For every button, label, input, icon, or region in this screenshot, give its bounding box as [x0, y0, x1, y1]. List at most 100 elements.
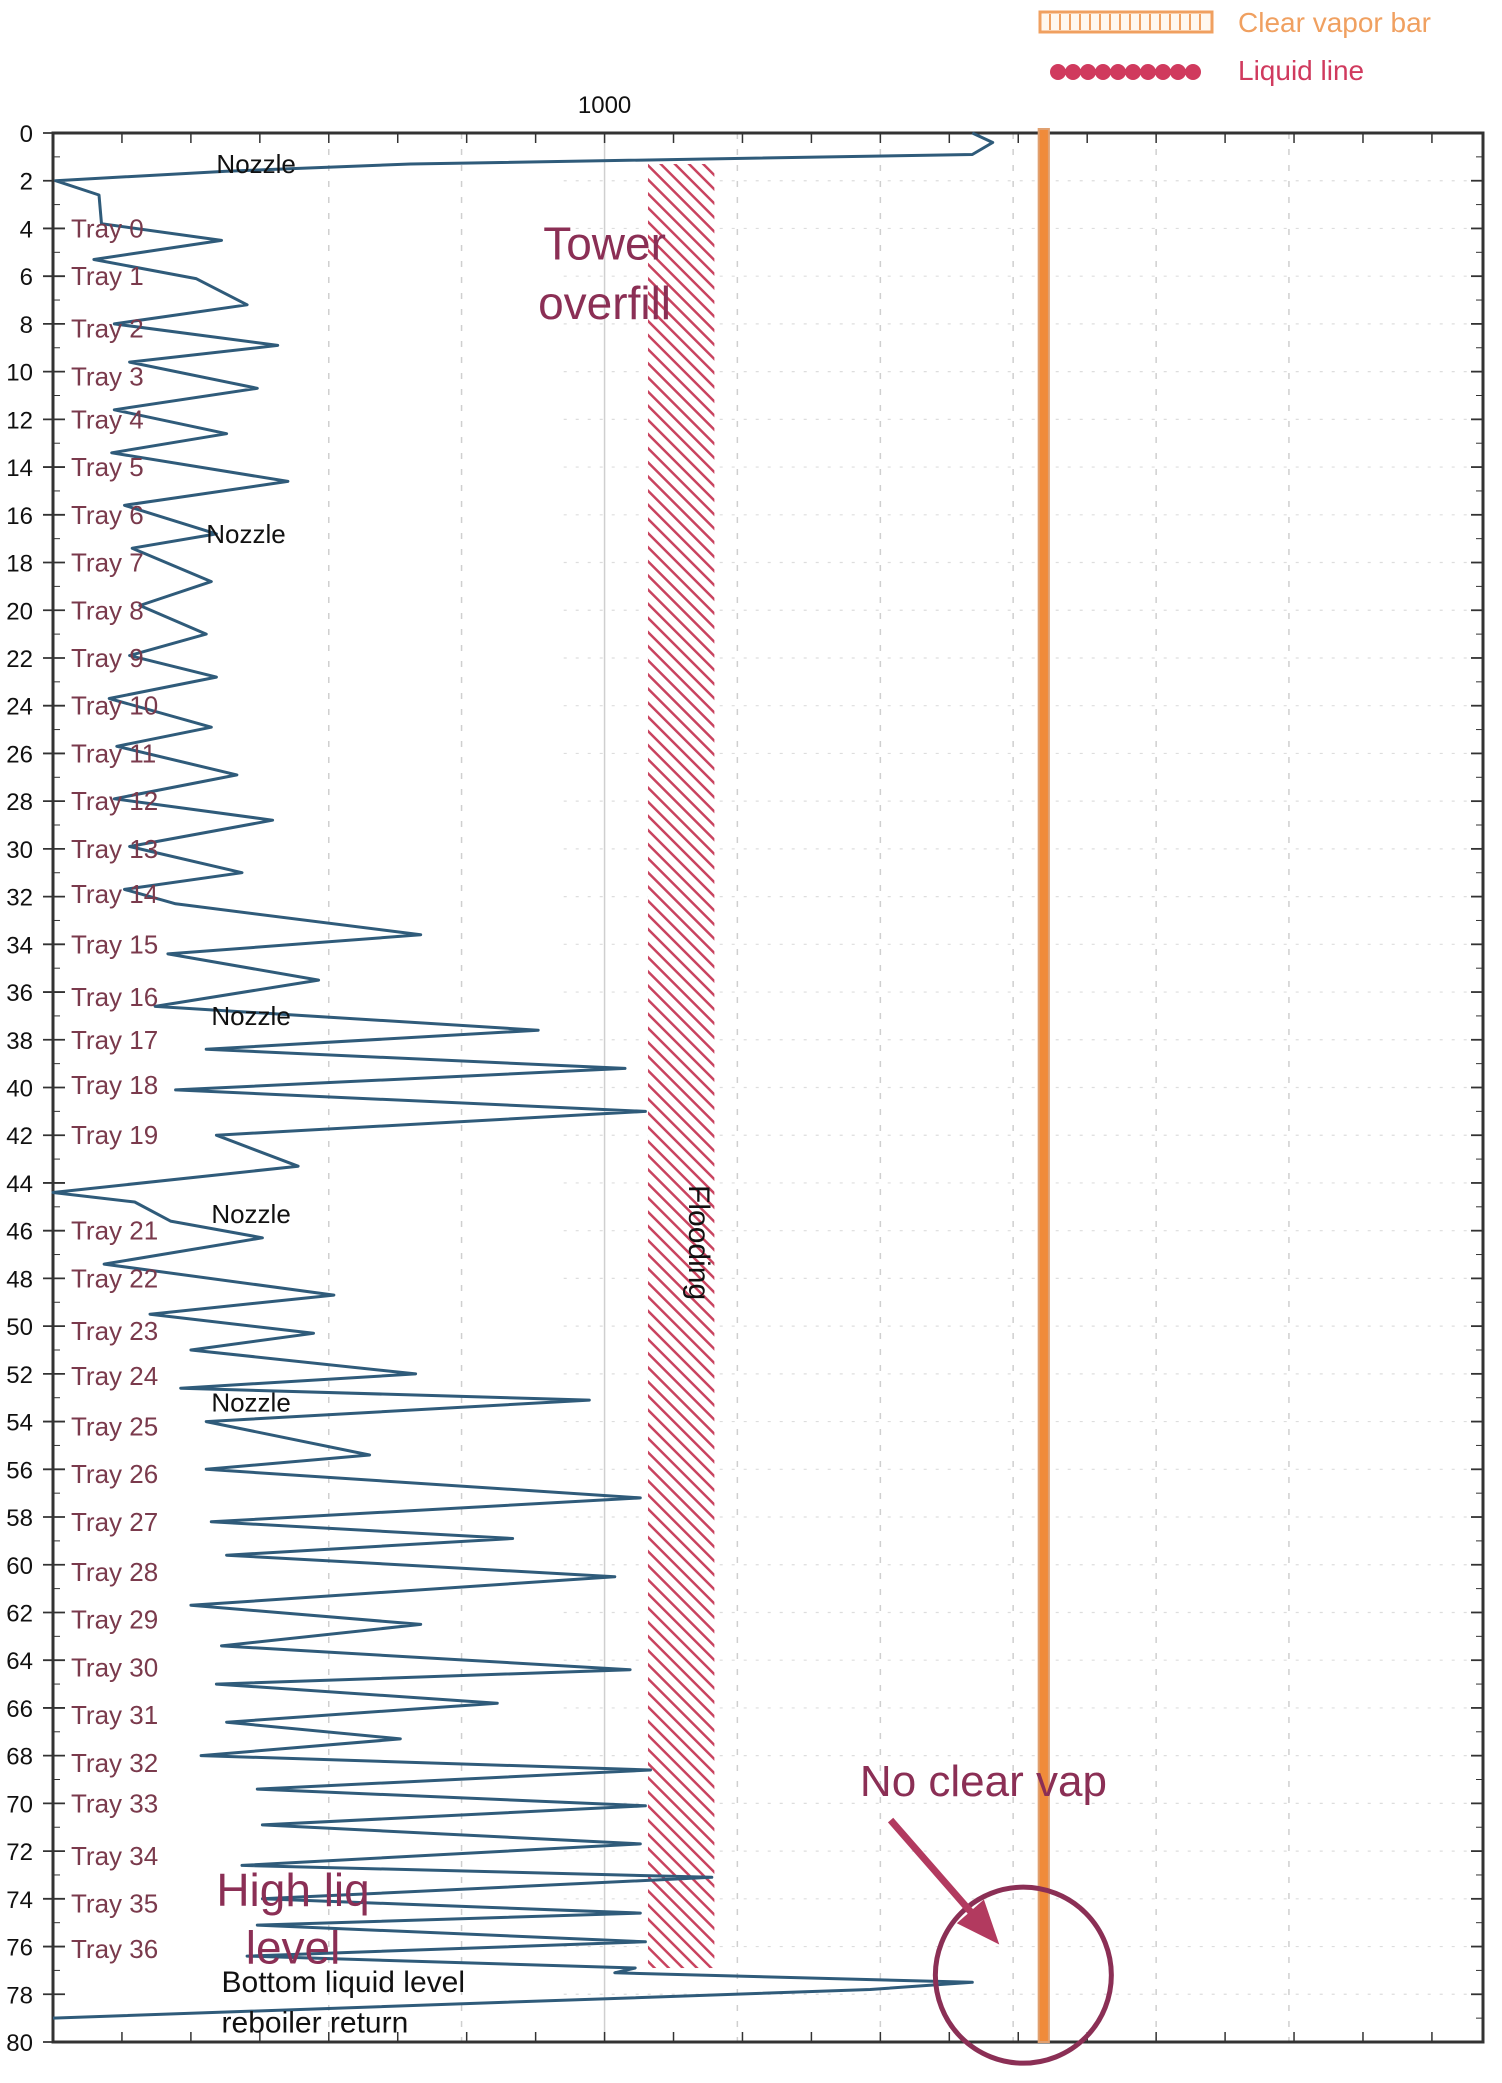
bottom-liquid-line1: Bottom liquid level — [222, 1966, 465, 1999]
annotation-arrow-head — [956, 1899, 1000, 1945]
legend-vapor-label: Clear vapor bar — [1238, 7, 1431, 38]
y-tick-label: 4 — [20, 216, 33, 243]
legend-liquid-dot — [1140, 64, 1156, 80]
flooding-label: Flooding — [682, 1185, 715, 1300]
legend-vapor-swatch — [1038, 10, 1214, 34]
y-tick-label: 64 — [6, 1648, 33, 1675]
tray-label: Tray 22 — [71, 1263, 158, 1293]
y-tick-label: 56 — [6, 1457, 33, 1484]
y-tick-label: 0 — [20, 121, 33, 148]
y-tick-label: 26 — [6, 741, 33, 768]
y-tick-label: 68 — [6, 1744, 33, 1771]
legend-liquid-dot — [1185, 64, 1201, 80]
y-tick-label: 54 — [6, 1410, 33, 1437]
clear-vapor-bar — [1037, 128, 1050, 2043]
y-tick-label: 76 — [6, 1935, 33, 1962]
y-tick-label: 80 — [6, 2030, 33, 2057]
y-tick-label: 52 — [6, 1362, 33, 1389]
tray-label: Tray 8 — [71, 595, 144, 625]
y-tick-label: 18 — [6, 551, 33, 578]
y-tick-label: 2 — [20, 169, 33, 196]
y-tick-label: 42 — [6, 1123, 33, 1150]
tray-label: Tray 21 — [71, 1216, 158, 1246]
legend-liquid-dot — [1110, 64, 1126, 80]
tower-overfill-line1: Tower — [543, 217, 666, 269]
tray-label: Tray 33 — [71, 1788, 158, 1818]
tray-label: Tray 24 — [71, 1361, 158, 1391]
legend-liquid-dot — [1170, 64, 1186, 80]
y-tick-label: 6 — [20, 264, 33, 291]
tray-label: Tray 36 — [71, 1934, 158, 1964]
tray-label: Tray 35 — [71, 1889, 158, 1919]
tray-label: Tray 27 — [71, 1507, 158, 1537]
y-tick-label: 46 — [6, 1219, 33, 1246]
tray-label: Tray 9 — [71, 643, 144, 673]
y-tick-label: 32 — [6, 885, 33, 912]
y-tick-label: 24 — [6, 694, 33, 721]
tray-label: Tray 4 — [71, 404, 144, 434]
y-tick-label: 14 — [6, 455, 33, 482]
high-liq-line1: High liq — [216, 1864, 369, 1916]
tray-label: Tray 34 — [71, 1841, 158, 1871]
y-tick-label: 78 — [6, 1982, 33, 2009]
tray-label: Tray 29 — [71, 1605, 158, 1635]
y-tick-label: 74 — [6, 1887, 33, 1914]
y-tick-label: 60 — [6, 1553, 33, 1580]
tray-label: Tray 0 — [71, 213, 144, 243]
tray-label: Tray 6 — [71, 500, 144, 530]
tray-label: Tray 17 — [71, 1025, 158, 1055]
y-tick-label: 70 — [6, 1791, 33, 1818]
bottom-liquid-line2: reboiler return — [222, 2006, 409, 2039]
highlight-circle — [932, 1884, 1114, 2066]
tray-label: Tray 26 — [71, 1459, 158, 1489]
tray-label: Tray 1 — [71, 261, 144, 291]
tray-label: Tray 2 — [71, 314, 144, 344]
nozzle-label: Nozzle — [211, 1001, 290, 1031]
tray-label: Tray 15 — [71, 929, 158, 959]
y-tick-label: 12 — [6, 407, 33, 434]
tray-label: Tray 5 — [71, 452, 144, 482]
legend-liquid-dot — [1080, 64, 1096, 80]
scan-trace-line — [51, 131, 995, 2020]
y-tick-label: 66 — [6, 1696, 33, 1723]
y-tick-label: 58 — [6, 1505, 33, 1532]
legend-liquid-dot — [1155, 64, 1171, 80]
x-tick-label: 1000 — [578, 92, 631, 119]
tray-label: Tray 3 — [71, 361, 144, 391]
nozzle-label: Nozzle — [206, 519, 285, 549]
y-tick-label: 28 — [6, 789, 33, 816]
y-tick-label: 34 — [6, 932, 33, 959]
y-tick-label: 62 — [6, 1600, 33, 1627]
y-tick-label: 48 — [6, 1266, 33, 1293]
legend-liquid-dot — [1095, 64, 1111, 80]
y-tick-label: 16 — [6, 503, 33, 530]
tray-label: Tray 7 — [71, 548, 144, 578]
tray-label: Tray 12 — [71, 786, 158, 816]
y-tick-label: 30 — [6, 837, 33, 864]
tray-label: Tray 11 — [71, 738, 156, 768]
tray-label: Tray 19 — [71, 1120, 158, 1150]
tray-label: Tray 10 — [71, 691, 158, 721]
tray-label: Tray 31 — [71, 1700, 158, 1730]
legend-liquid-dot — [1125, 64, 1141, 80]
y-tick-label: 38 — [6, 1028, 33, 1055]
tray-label: Tray 23 — [71, 1316, 158, 1346]
legend-liquid-label: Liquid line — [1238, 55, 1364, 86]
y-tick-label: 36 — [6, 980, 33, 1007]
y-tick-label: 40 — [6, 1076, 33, 1103]
y-tick-label: 10 — [6, 360, 33, 387]
high-liq-line2: level — [246, 1921, 341, 1973]
tray-label: Tray 28 — [71, 1557, 158, 1587]
tray-label: Tray 32 — [71, 1748, 158, 1778]
nozzle-label: Nozzle — [216, 149, 295, 179]
tray-label: Tray 13 — [71, 834, 158, 864]
tray-label: Tray 18 — [71, 1070, 158, 1100]
legend-liquid-dot — [1065, 64, 1081, 80]
y-tick-label: 72 — [6, 1839, 33, 1866]
y-tick-label: 20 — [6, 598, 33, 625]
legend: Clear vapor bar Liquid line — [1038, 7, 1431, 86]
tray-label: Tray 16 — [71, 982, 158, 1012]
tray-label: Tray 25 — [71, 1411, 158, 1441]
y-tick-label: 44 — [6, 1171, 33, 1198]
